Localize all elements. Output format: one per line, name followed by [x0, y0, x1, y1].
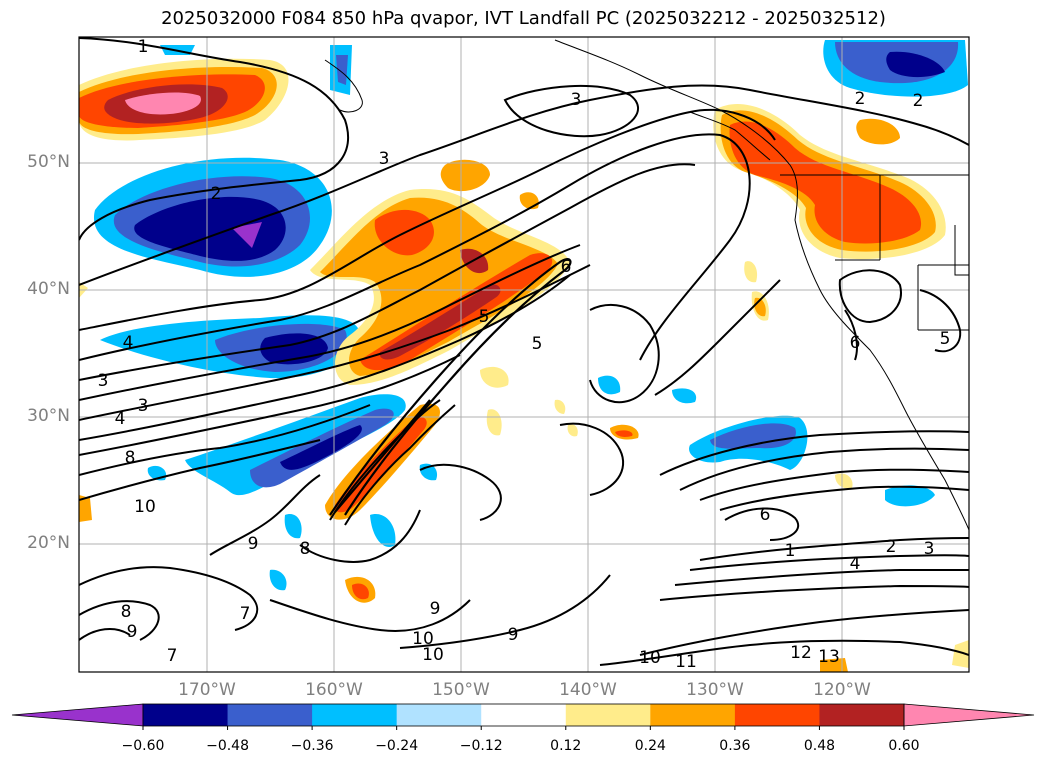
- contour-label: 4: [123, 333, 134, 353]
- map-title: 2025032000 F084 850 hPa qvapor, IVT Land…: [161, 8, 886, 29]
- contour-label: 2: [855, 89, 866, 109]
- lon-label-160w: 160°W: [305, 680, 363, 700]
- contour-label: 9: [508, 625, 519, 645]
- map-frame: [78, 36, 970, 673]
- contour-label: 7: [167, 646, 178, 666]
- colorbar-segment: [734, 704, 820, 726]
- colorbar-tick-label: −0.12: [459, 738, 503, 754]
- contour-label: 2: [886, 537, 897, 557]
- contour-label: 9: [430, 599, 441, 619]
- contour-label: 6: [561, 257, 572, 277]
- contour-label: 8: [125, 448, 136, 468]
- ar-core-contours: [329, 258, 572, 516]
- lon-label-150w: 150°W: [432, 680, 490, 700]
- lon-label-130w: 130°W: [686, 680, 744, 700]
- contour-label: 9: [127, 622, 138, 642]
- contour-label: 12: [790, 643, 812, 663]
- colorbar-tick-label: −0.60: [121, 738, 165, 754]
- contour-label: 6: [760, 505, 771, 525]
- colorbar-segment: [819, 704, 905, 726]
- colorbar-segment: [227, 704, 313, 726]
- neg-anomaly-ar-south: [185, 394, 406, 496]
- contour-label: 10: [639, 648, 661, 668]
- colorbar-tick-label: 0.12: [550, 738, 582, 754]
- colorbar-tick-label: −0.24: [375, 738, 419, 754]
- contour-label: 13: [818, 647, 840, 667]
- lat-label-20n: 20°N: [27, 533, 70, 553]
- contour-label: 5: [479, 307, 490, 327]
- colorbar-segment: [481, 704, 567, 726]
- colorbar-tick-label: −0.48: [206, 738, 249, 754]
- contour-label: 10: [422, 645, 444, 665]
- contour-label: 1: [138, 37, 149, 57]
- contour-label: 6: [850, 333, 861, 353]
- contour-label: 4: [115, 409, 126, 429]
- colorbar-extend-max: [903, 703, 1035, 727]
- contour-label: 5: [940, 329, 951, 349]
- lon-label-120w: 120°W: [813, 680, 871, 700]
- lon-label-170w: 170°W: [178, 680, 236, 700]
- contour-label: 3: [138, 396, 149, 416]
- contour-label: 3: [98, 371, 109, 391]
- colorbar-segment: [143, 704, 229, 726]
- contour-label: 4: [850, 554, 861, 574]
- coastlines: [324, 39, 969, 531]
- colorbar-extend-min: [11, 703, 144, 727]
- contour-label: 10: [412, 629, 434, 649]
- contour-label: 8: [300, 539, 311, 559]
- contour-label: 3: [379, 149, 390, 169]
- lon-label-140w: 140°W: [559, 680, 617, 700]
- colorbar-segment: [650, 704, 736, 726]
- colorbar-tick-label: 0.60: [888, 738, 920, 754]
- colorbar: [11, 703, 1035, 730]
- colorbar-segment: [396, 704, 482, 726]
- contour-label: 2: [913, 91, 924, 111]
- lat-label-40n: 40°N: [27, 279, 70, 299]
- lat-label-30n: 30°N: [27, 406, 70, 426]
- ivt-contours: [79, 37, 969, 666]
- colorbar-segment: [565, 704, 651, 726]
- colorbar-tick-label: −0.36: [290, 738, 334, 754]
- contour-label: 9: [248, 534, 259, 554]
- contour-label: 2: [211, 184, 222, 204]
- contour-label: 11: [675, 652, 697, 672]
- colorbar-segment: [312, 704, 398, 726]
- colorbar-tick-label: 0.48: [803, 738, 836, 754]
- contour-label: 3: [924, 539, 935, 559]
- contour-label: 7: [240, 604, 251, 624]
- colorbar-frame: [142, 703, 905, 727]
- contour-label: 1: [785, 541, 796, 561]
- contour-label: 3: [571, 90, 582, 110]
- contour-label: 5: [532, 334, 543, 354]
- contour-label: 10: [134, 497, 156, 517]
- colorbar-tick-label: 0.24: [634, 738, 666, 754]
- lat-label-50n: 50°N: [27, 152, 70, 172]
- colorbar-tick-label: 0.36: [719, 738, 751, 754]
- contour-label: 8: [121, 602, 132, 622]
